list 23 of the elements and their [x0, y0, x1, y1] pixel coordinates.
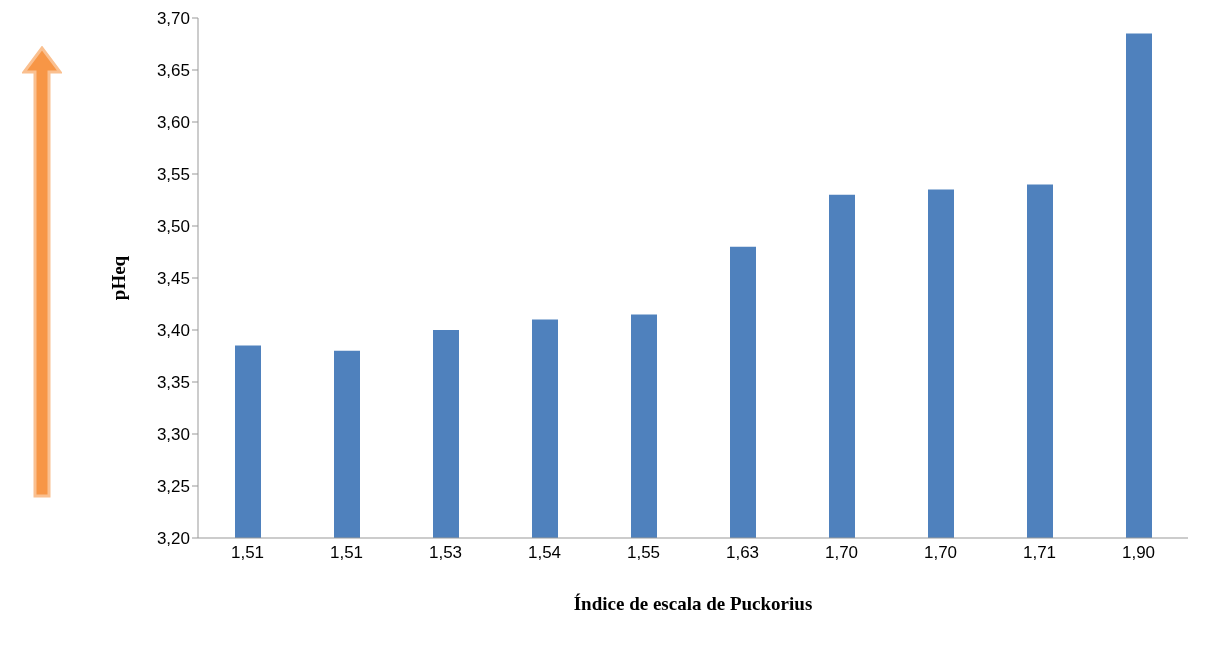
- x-tick-label: 1,70: [923, 543, 958, 563]
- x-tick-label: 1,54: [527, 543, 562, 563]
- x-tick-label: 1,70: [824, 543, 859, 563]
- x-tick-label: 1,63: [725, 543, 760, 563]
- y-tick-label: 3,20: [156, 529, 190, 549]
- y-tick-label: 3,65: [156, 61, 190, 81]
- x-tick-label: 1,90: [1121, 543, 1156, 563]
- y-tick-label: 3,60: [156, 113, 190, 133]
- x-tick-label: 1,71: [1022, 543, 1057, 563]
- y-tick-label: 3,30: [156, 425, 190, 445]
- y-tick-label: 3,35: [156, 373, 190, 393]
- x-tick-label: 1,55: [626, 543, 661, 563]
- y-tick-label: 3,40: [156, 321, 190, 341]
- x-tick-label: 1,53: [428, 543, 463, 563]
- x-axis-title: Índice de escala de Puckorius: [573, 593, 813, 614]
- y-tick-label: 3,50: [156, 217, 190, 237]
- x-tick-label: 1,51: [329, 543, 364, 563]
- y-axis-title: pHeq: [107, 255, 129, 301]
- x-tick-label: 1,51: [230, 543, 265, 563]
- y-tick-label: 3,45: [156, 269, 190, 289]
- y-tick-label: 3,25: [156, 477, 190, 497]
- y-tick-label: 3,70: [156, 9, 190, 29]
- y-tick-label: 3,55: [156, 165, 190, 185]
